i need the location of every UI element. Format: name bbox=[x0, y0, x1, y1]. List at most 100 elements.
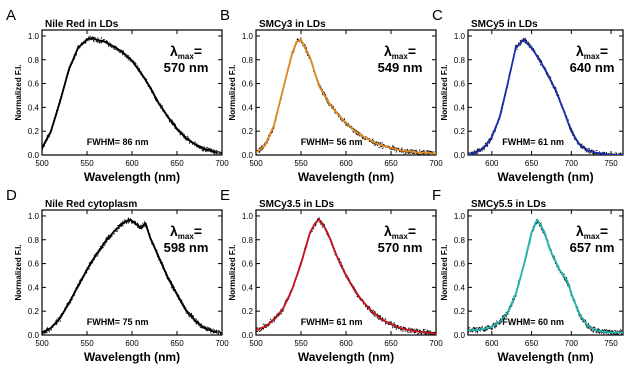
y-tick-label: 0.6 bbox=[454, 80, 466, 89]
x-tick-label: 700 bbox=[429, 159, 443, 168]
x-tick-label: 650 bbox=[384, 339, 398, 348]
y-tick-label: 0.4 bbox=[242, 283, 254, 292]
lambda-max-symbol: λmax= bbox=[576, 223, 608, 241]
plot-area bbox=[256, 216, 436, 335]
panel-b: B SMCy3 in LDs 0.0 0.2 0.4 0.6 0.8 1.0 500 550 600… bbox=[220, 7, 443, 184]
panel-letter: F bbox=[432, 187, 441, 204]
x-tick-label: 600 bbox=[125, 159, 139, 168]
y-tick-label: 1.0 bbox=[454, 212, 466, 221]
x-axis-label: Wavelength (nm) bbox=[298, 170, 394, 184]
mean-spectrum-line bbox=[468, 218, 623, 334]
lambda-max-symbol: λmax= bbox=[170, 43, 202, 61]
x-tick-label: 700 bbox=[565, 159, 579, 168]
y-tick-label: 0.0 bbox=[242, 151, 254, 160]
x-axis-label: Wavelength (nm) bbox=[84, 350, 180, 364]
lambda-max-symbol: λmax= bbox=[170, 223, 202, 241]
x-tick-label: 650 bbox=[170, 159, 184, 168]
panel-letter: E bbox=[220, 187, 230, 204]
x-axis-label: Wavelength (nm) bbox=[84, 170, 180, 184]
x-tick-label: 500 bbox=[35, 339, 49, 348]
y-tick-label: 0.2 bbox=[242, 307, 254, 316]
panel-letter: B bbox=[220, 7, 230, 24]
x-tick-label: 500 bbox=[249, 159, 263, 168]
x-tick-label: 550 bbox=[80, 159, 94, 168]
y-tick-label: 0.2 bbox=[28, 307, 40, 316]
y-tick-label: 1.0 bbox=[28, 32, 40, 41]
y-axis-label: Normalized F.I. bbox=[14, 64, 23, 120]
lambda-max-symbol: λmax= bbox=[384, 223, 416, 241]
fwhm-label: FWHM= 61 nm bbox=[301, 317, 363, 327]
fwhm-label: FWHM= 86 nm bbox=[87, 137, 149, 147]
y-axis-label: Normalized F.I. bbox=[440, 64, 449, 120]
panel-letter: A bbox=[6, 7, 16, 24]
x-tick-label: 600 bbox=[339, 159, 353, 168]
panel-title: SMCy3 in LDs bbox=[259, 19, 326, 30]
x-axis-label: Wavelength (nm) bbox=[497, 170, 593, 184]
panel-c: C SMCy5 in LDs 0.0 0.2 0.4 0.6 0.8 1.0 600 650 700… bbox=[432, 7, 624, 184]
y-tick-label: 1.0 bbox=[454, 32, 466, 41]
panel-title: Nile Red in LDs bbox=[45, 19, 119, 30]
panel-title: SMCy3.5 in LDs bbox=[259, 199, 334, 210]
fwhm-label: FWHM= 75 nm bbox=[87, 317, 149, 327]
y-tick-label: 0.0 bbox=[28, 331, 40, 340]
y-tick-label: 0.4 bbox=[242, 103, 254, 112]
y-tick-label: 0.8 bbox=[242, 56, 254, 65]
y-tick-label: 0.0 bbox=[28, 151, 40, 160]
y-tick-label: 0.4 bbox=[28, 103, 40, 112]
axes-frame bbox=[467, 29, 624, 156]
lambda-max-value: 549 nm bbox=[378, 60, 423, 75]
y-tick-label: 1.0 bbox=[242, 32, 254, 41]
y-tick-label: 0.4 bbox=[454, 103, 466, 112]
panel-a: A Nile Red in LDs 0.0 0.2 0.4 0.6 0.8 1.0 500 550… bbox=[6, 7, 229, 184]
replicate-trace bbox=[256, 39, 436, 155]
y-tick-label: 0.0 bbox=[454, 151, 466, 160]
mean-spectrum-line bbox=[42, 37, 218, 154]
plot-area bbox=[256, 37, 436, 155]
y-tick-label: 0.8 bbox=[454, 56, 466, 65]
mean-spectrum-line bbox=[468, 38, 623, 155]
y-tick-label: 0.6 bbox=[454, 260, 466, 269]
axes-frame bbox=[467, 209, 624, 336]
lambda-max-symbol: λmax= bbox=[576, 43, 608, 61]
x-tick-label: 600 bbox=[485, 339, 499, 348]
y-tick-label: 0.2 bbox=[28, 127, 40, 136]
x-tick-label: 600 bbox=[125, 339, 139, 348]
replicate-trace bbox=[468, 38, 623, 155]
y-tick-label: 0.2 bbox=[242, 127, 254, 136]
y-tick-label: 0.6 bbox=[28, 260, 40, 269]
lambda-max-value: 570 nm bbox=[164, 60, 209, 75]
y-tick-label: 0.0 bbox=[242, 331, 254, 340]
y-axis-label: Normalized F.I. bbox=[440, 244, 449, 300]
x-tick-label: 700 bbox=[565, 339, 579, 348]
plot-area bbox=[468, 37, 623, 155]
y-tick-label: 0.8 bbox=[28, 56, 40, 65]
y-axis-label: Normalized F.I. bbox=[228, 244, 237, 300]
y-axis-label: Normalized F.I. bbox=[228, 64, 237, 120]
x-tick-label: 500 bbox=[249, 339, 263, 348]
x-tick-label: 600 bbox=[339, 339, 353, 348]
mean-spectrum-line bbox=[256, 218, 436, 335]
x-axis-label: Wavelength (nm) bbox=[298, 350, 394, 364]
x-tick-label: 550 bbox=[294, 159, 308, 168]
x-tick-label: 700 bbox=[215, 339, 229, 348]
panel-title: Nile Red cytoplasm bbox=[45, 199, 137, 210]
x-tick-label: 700 bbox=[429, 339, 443, 348]
x-tick-label: 650 bbox=[384, 159, 398, 168]
y-tick-label: 0.6 bbox=[242, 260, 254, 269]
x-tick-label: 600 bbox=[485, 159, 499, 168]
mean-spectrum-line bbox=[256, 38, 436, 155]
fwhm-label: FWHM= 61 nm bbox=[502, 137, 564, 147]
x-tick-label: 750 bbox=[604, 339, 618, 348]
lambda-max-value: 657 nm bbox=[570, 240, 615, 255]
x-tick-label: 500 bbox=[35, 159, 49, 168]
lambda-max-value: 570 nm bbox=[378, 240, 423, 255]
panel-letter: D bbox=[6, 187, 17, 204]
panel-d: D Nile Red cytoplasm 0.0 0.2 0.4 0.6 0.8 1.0 500… bbox=[6, 187, 229, 364]
panel-f: F SMCy5.5 in LDs 0.0 0.2 0.4 0.6 0.8 1.0 600 650 7… bbox=[432, 187, 624, 364]
lambda-max-symbol: λmax= bbox=[384, 43, 416, 61]
y-tick-label: 0.2 bbox=[454, 127, 466, 136]
y-axis-label: Normalized F.I. bbox=[14, 244, 23, 300]
x-tick-label: 650 bbox=[525, 339, 539, 348]
fwhm-label: FWHM= 60 nm bbox=[502, 317, 564, 327]
